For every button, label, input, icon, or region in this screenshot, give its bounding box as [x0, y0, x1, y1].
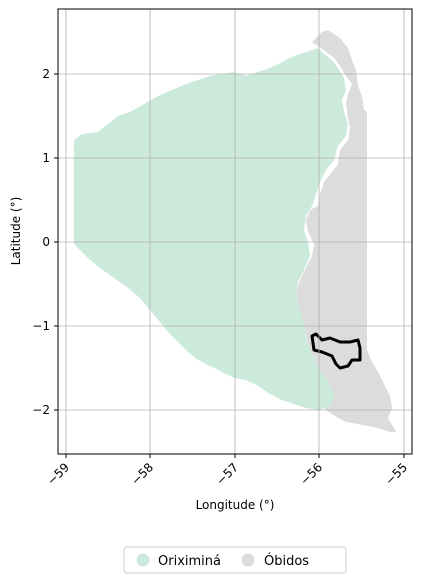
x-ticks	[65, 454, 405, 458]
grid	[58, 9, 412, 454]
x-tick-label: −58	[128, 460, 156, 488]
y-tick-label: 0	[42, 235, 50, 249]
highlight-outline	[310, 332, 362, 370]
x-tick-label: −55	[382, 460, 410, 488]
x-tick-label: −57	[213, 460, 241, 488]
y-tick-label: −2	[32, 403, 50, 417]
y-tick-label: −1	[32, 319, 50, 333]
legend-box	[123, 546, 347, 574]
x-tick-label: −56	[297, 460, 325, 488]
y-tick-label: 1	[42, 151, 50, 165]
legend: Oriximiná Óbidos	[123, 546, 347, 574]
region-oriximina	[74, 48, 348, 410]
x-axis-label: Longitude (°)	[196, 498, 275, 512]
y-ticks	[54, 73, 58, 411]
legend-marker-oriximina	[136, 553, 150, 567]
region-obidos	[296, 30, 396, 432]
y-axis-label: Latitude (°)	[9, 197, 23, 266]
legend-label-obidos: Óbidos	[264, 553, 309, 569]
x-tick-label: −59	[44, 460, 72, 488]
legend-label-oriximina: Oriximiná	[158, 554, 221, 569]
legend-marker-obidos	[241, 553, 255, 567]
y-tick-label: 2	[42, 67, 50, 81]
